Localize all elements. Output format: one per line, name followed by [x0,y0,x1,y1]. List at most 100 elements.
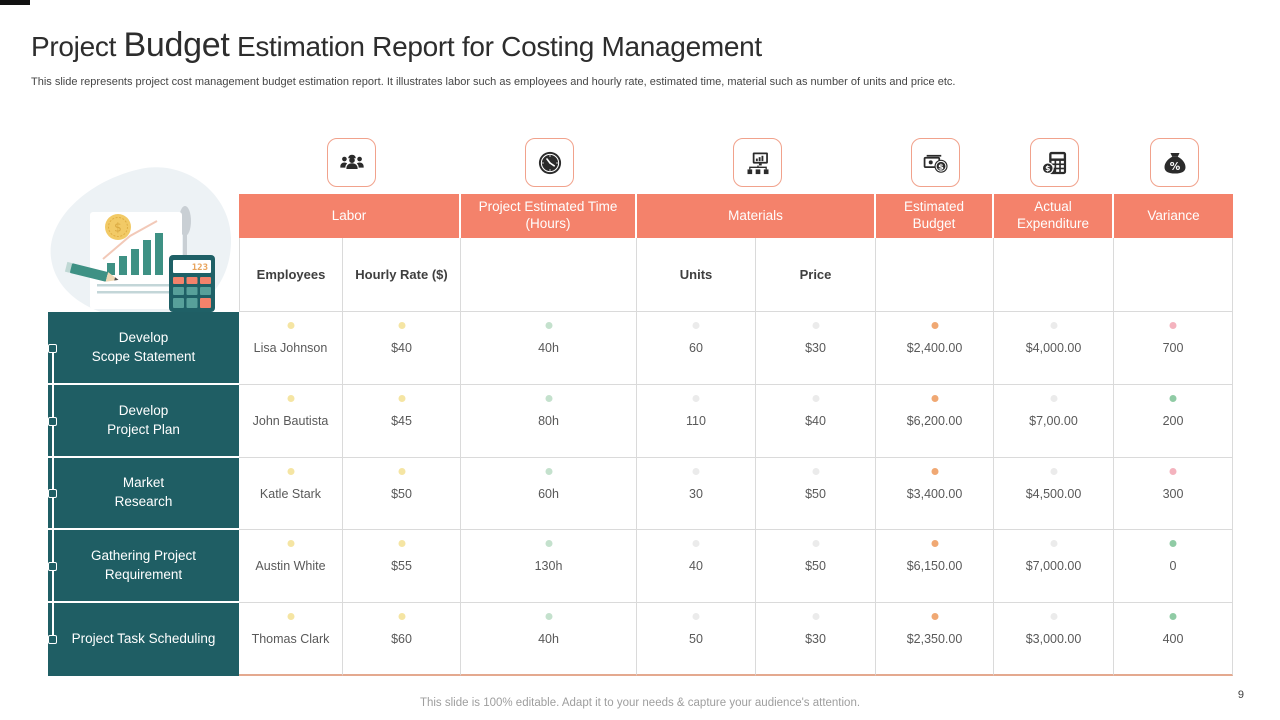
slide-subtitle: This slide represents project cost manag… [31,76,956,88]
estimated-budget-cell: $2,400.00 [876,312,994,385]
subheader-empty [876,238,994,312]
variance-cell-value: 700 [1162,341,1184,355]
status-dot [812,395,819,402]
units-cell-value: 30 [689,486,703,501]
estimated-budget-cell-value: $6,200.00 [906,414,963,428]
status-dot [545,395,552,402]
units-cell: 30 [637,458,756,530]
variance-cell: 300 [1114,458,1233,530]
status-dot [1169,540,1177,547]
page-number: 9 [1237,689,1244,701]
row-connector-node [48,635,57,644]
status-dot [1050,395,1057,402]
header-materials: Materials [637,194,876,238]
employee-cell: Thomas Clark [239,603,343,676]
hourly-rate-cell-value: $55 [391,559,412,573]
units-cell-value: 60 [689,341,703,355]
actual-expenditure-cell: $7,00.00 [994,385,1114,458]
pencil-icon [64,261,119,282]
subheader-empty [461,238,637,312]
computer-network-icon [747,152,768,174]
status-dot [545,540,552,547]
actual-expenditure-cell-value: $3,000.00 [1025,631,1082,646]
status-dot [545,322,552,329]
price-cell: $30 [756,603,876,676]
calculator-icon: $ [1041,151,1066,174]
hourly-rate-cell: $55 [343,530,461,603]
actual-expenditure-cell: $4,000.00 [994,312,1114,385]
team-icon [339,154,364,169]
calculator-display: 123 [192,263,208,273]
employee-cell: Lisa Johnson [239,312,343,385]
employee-cell: Katle Stark [239,458,343,530]
title-part-3: Estimation Report for Costing Management [229,31,762,62]
estimated-time-cell-value: 40h [538,341,559,355]
actual-expenditure-cell: $7,000.00 [994,530,1114,603]
header-actual-expenditure: Actual Expenditure [994,194,1114,238]
status-dot [1169,613,1177,620]
row-connector-node [48,417,57,426]
employee-cell-value: Thomas Clark [251,631,330,646]
estimated-budget-cell: $6,150.00 [876,530,994,603]
employee-cell-value: Lisa Johnson [253,341,328,355]
estimated-time-cell-value: 40h [538,631,559,646]
status-dot [287,468,294,475]
row-connector-node [48,344,57,353]
status-dot [812,322,819,329]
status-dot [812,613,819,620]
svg-text:$: $ [114,221,122,235]
price-cell: $50 [756,530,876,603]
status-dot [287,540,294,547]
units-cell-value: 110 [686,414,706,428]
estimated-budget-cell-value: $2,400.00 [906,341,963,355]
actual-expenditure-cell-value: $7,000.00 [1025,559,1082,573]
svg-text:%: % [1169,161,1180,173]
estimated-budget-icon-box: $ [911,138,960,187]
status-dot [287,613,294,620]
status-dot [287,395,294,402]
variance-cell: 0 [1114,530,1233,603]
percent-bag-icon: % [1164,152,1185,173]
status-dot [398,613,405,620]
variance-cell-value: 0 [1169,559,1177,573]
estimated-time-cell: 60h [461,458,637,530]
text-line [97,284,175,287]
price-cell-value: $50 [805,559,826,573]
corner-mark [0,0,30,5]
calculator-illustration: 123 [169,255,215,312]
employee-cell-value: Katle Stark [259,486,322,501]
hourly-rate-cell-value: $40 [391,341,412,355]
hourly-rate-cell: $40 [343,312,461,385]
coin-icon: $ [105,214,131,240]
trend-line [102,220,158,260]
status-dot [287,322,294,329]
status-dot [545,468,552,475]
task-label-cell: Develop Scope Statement [48,312,239,385]
variance-cell: 700 [1114,312,1233,385]
price-cell-value: $30 [805,341,826,355]
title-part-1: Project [31,31,124,62]
subheader-employees: Employees [239,238,343,312]
price-cell-value: $50 [805,486,826,501]
status-dot [1169,322,1177,329]
actual-expenditure-cell-value: $4,500.00 [1025,486,1082,501]
hourly-rate-cell: $45 [343,385,461,458]
status-dot [398,322,405,329]
status-dot [692,540,700,547]
status-dot [1050,468,1057,475]
variance-cell: 200 [1114,385,1233,458]
title-part-2: Budget [123,26,230,64]
units-cell-value: 40 [689,559,703,573]
task-label-cell: Market Research [48,458,239,530]
subheader-units: Units [637,238,756,312]
units-cell: 40 [637,530,756,603]
header-spacer [48,194,239,238]
units-cell: 110 [637,385,756,458]
money-icon: $ [923,154,948,173]
page-title: Project Budget Estimation Report for Cos… [31,22,762,70]
status-dot [1169,395,1177,402]
svg-text:$: $ [1045,164,1050,173]
header-estimated-budget: Estimated Budget [876,194,994,238]
materials-icon-box [733,138,782,187]
